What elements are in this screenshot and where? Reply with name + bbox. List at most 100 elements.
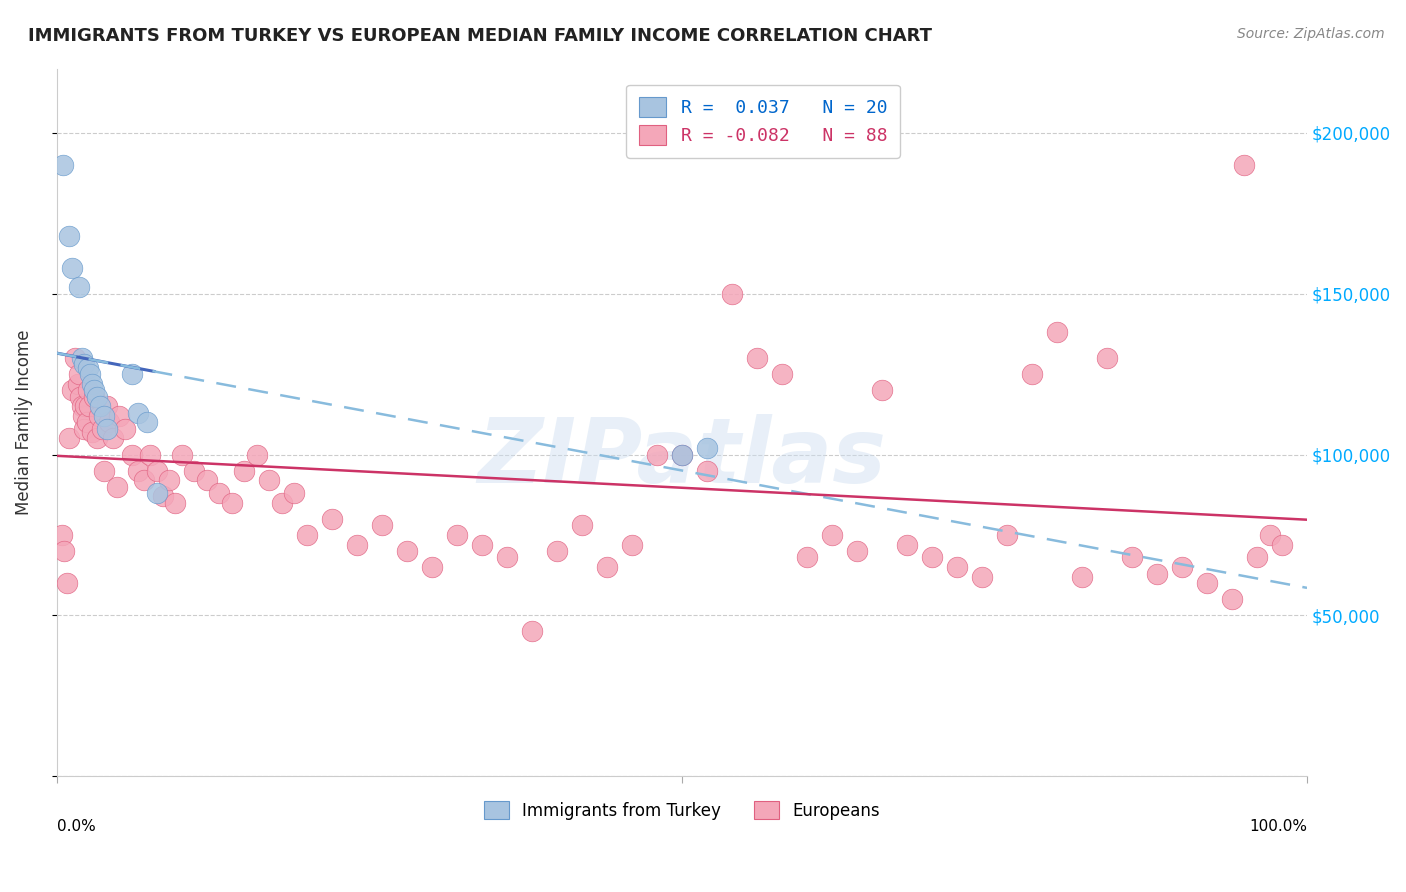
Point — [446, 528, 468, 542]
Point — [73, 358, 96, 372]
Point — [121, 367, 143, 381]
Point — [83, 383, 105, 397]
Point — [69, 390, 91, 404]
Point — [93, 409, 115, 423]
Point — [76, 415, 98, 429]
Point — [195, 473, 218, 487]
Point — [73, 422, 96, 436]
Point — [346, 538, 368, 552]
Point — [98, 415, 121, 429]
Point — [420, 560, 443, 574]
Point — [79, 367, 101, 381]
Point — [105, 480, 128, 494]
Point — [246, 448, 269, 462]
Point — [108, 409, 131, 423]
Point — [60, 383, 83, 397]
Point — [495, 550, 517, 565]
Point — [157, 473, 180, 487]
Point — [257, 473, 280, 487]
Point — [546, 544, 568, 558]
Point — [821, 528, 844, 542]
Point — [721, 286, 744, 301]
Point — [127, 464, 149, 478]
Point — [645, 448, 668, 462]
Point — [152, 489, 174, 503]
Point — [896, 538, 918, 552]
Point — [395, 544, 418, 558]
Point — [620, 538, 643, 552]
Point — [221, 496, 243, 510]
Point — [321, 512, 343, 526]
Point — [1146, 566, 1168, 581]
Point — [233, 464, 256, 478]
Point — [1095, 351, 1118, 365]
Point — [596, 560, 619, 574]
Point — [946, 560, 969, 574]
Text: 100.0%: 100.0% — [1249, 819, 1308, 834]
Point — [96, 422, 118, 436]
Point — [51, 528, 73, 542]
Point — [370, 518, 392, 533]
Point — [66, 376, 89, 391]
Point — [796, 550, 818, 565]
Text: 0.0%: 0.0% — [56, 819, 96, 834]
Point — [145, 486, 167, 500]
Point — [86, 390, 108, 404]
Point — [1171, 560, 1194, 574]
Point — [139, 448, 162, 462]
Point — [76, 360, 98, 375]
Point — [80, 425, 103, 439]
Point — [67, 367, 90, 381]
Point — [1246, 550, 1268, 565]
Point — [1121, 550, 1143, 565]
Point — [1071, 570, 1094, 584]
Point — [101, 432, 124, 446]
Point — [72, 409, 94, 423]
Point — [970, 570, 993, 584]
Point — [70, 351, 93, 365]
Point — [86, 432, 108, 446]
Point — [53, 544, 76, 558]
Point — [90, 422, 112, 436]
Point — [845, 544, 868, 558]
Point — [520, 624, 543, 639]
Point — [770, 367, 793, 381]
Point — [80, 376, 103, 391]
Point — [96, 399, 118, 413]
Point — [208, 486, 231, 500]
Point — [165, 496, 187, 510]
Point — [67, 280, 90, 294]
Point — [283, 486, 305, 500]
Point — [696, 464, 718, 478]
Point — [1233, 158, 1256, 172]
Point — [1195, 576, 1218, 591]
Point — [65, 351, 87, 365]
Point — [571, 518, 593, 533]
Point — [1046, 326, 1069, 340]
Point — [89, 399, 111, 413]
Point — [134, 473, 156, 487]
Point — [270, 496, 292, 510]
Point — [471, 538, 494, 552]
Point — [83, 390, 105, 404]
Point — [70, 399, 93, 413]
Point — [745, 351, 768, 365]
Point — [671, 448, 693, 462]
Point — [696, 441, 718, 455]
Point — [183, 464, 205, 478]
Point — [1021, 367, 1043, 381]
Point — [1258, 528, 1281, 542]
Point — [127, 406, 149, 420]
Point — [921, 550, 943, 565]
Point — [135, 415, 157, 429]
Point — [170, 448, 193, 462]
Point — [121, 448, 143, 462]
Point — [55, 576, 77, 591]
Legend: Immigrants from Turkey, Europeans: Immigrants from Turkey, Europeans — [472, 789, 891, 831]
Point — [145, 464, 167, 478]
Point — [870, 383, 893, 397]
Point — [671, 448, 693, 462]
Point — [114, 422, 136, 436]
Y-axis label: Median Family Income: Median Family Income — [15, 330, 32, 515]
Point — [60, 260, 83, 275]
